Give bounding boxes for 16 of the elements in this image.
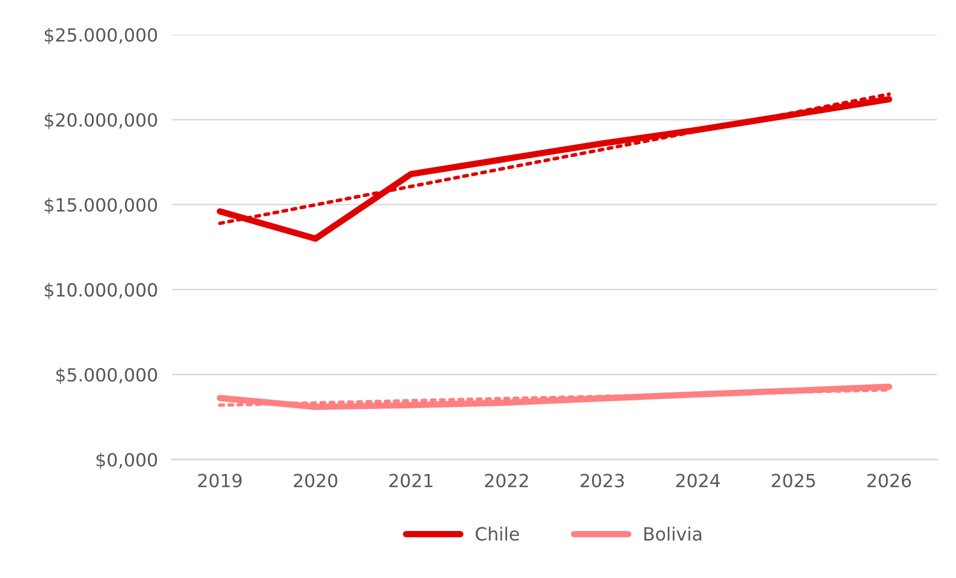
y-tick-label: $20.000,000 [44,112,157,130]
y-tick-label: $25.000,000 [44,28,157,44]
x-tick-label: 2024 [676,474,720,488]
y-tick-label: $5.000,000 [56,368,157,384]
x-tick-label: 2019 [198,474,242,488]
y-tick-label: $0,000 [96,452,157,470]
x-tick-label: 2022 [485,474,528,488]
x-tick-label: 2021 [389,474,432,488]
y-tick-label: $15.000,000 [44,198,157,214]
x-tick-label: 2020 [294,474,338,488]
legend-label: Bolivia [644,526,702,541]
legend-label: Chile [476,526,519,541]
y-tick-label: $10.000,000 [44,282,157,300]
x-tick-label: 2026 [867,474,911,488]
x-tick-label: 2025 [772,474,815,488]
x-tick-label: 2023 [580,474,624,488]
